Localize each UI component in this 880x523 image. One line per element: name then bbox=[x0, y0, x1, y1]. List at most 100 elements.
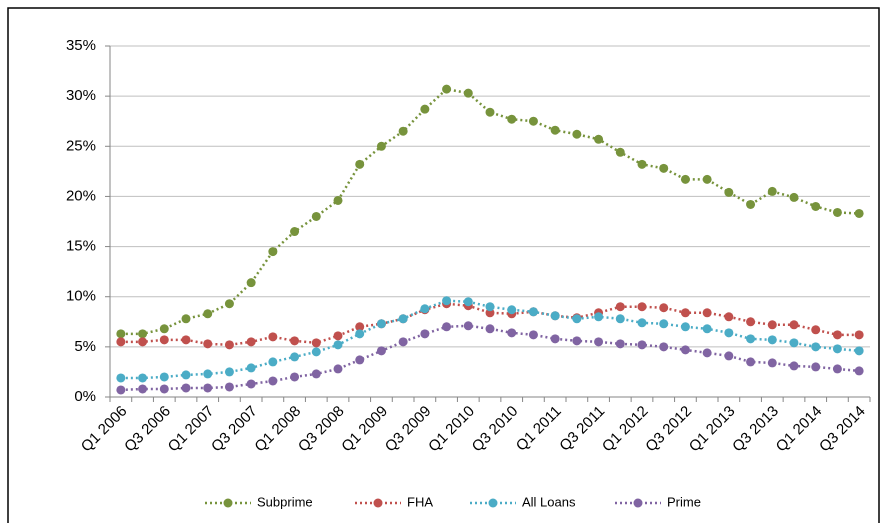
y-tick-label: 20% bbox=[66, 187, 96, 204]
data-point bbox=[854, 330, 864, 340]
data-point bbox=[767, 358, 777, 368]
data-point bbox=[702, 348, 712, 358]
y-tick-label: 25% bbox=[66, 137, 96, 154]
data-point bbox=[528, 330, 538, 340]
data-point bbox=[355, 322, 365, 332]
data-point bbox=[832, 344, 842, 354]
data-point bbox=[376, 141, 386, 151]
data-point bbox=[311, 211, 321, 221]
data-point bbox=[159, 335, 169, 345]
data-point bbox=[507, 114, 517, 124]
legend-marker bbox=[373, 498, 383, 508]
data-point bbox=[811, 362, 821, 372]
data-point bbox=[789, 361, 799, 371]
series-line bbox=[120, 299, 860, 380]
data-point bbox=[463, 297, 473, 307]
data-point bbox=[528, 116, 538, 126]
data-point bbox=[594, 134, 604, 144]
data-point bbox=[224, 367, 234, 377]
data-point bbox=[159, 372, 169, 382]
data-point bbox=[203, 339, 213, 349]
data-point bbox=[181, 335, 191, 345]
data-point bbox=[246, 337, 256, 347]
data-point bbox=[290, 227, 300, 237]
data-point bbox=[311, 338, 321, 348]
legend-label: FHA bbox=[407, 494, 433, 509]
legend-label: Subprime bbox=[257, 494, 313, 509]
data-point bbox=[203, 369, 213, 379]
data-point bbox=[724, 351, 734, 361]
data-point bbox=[789, 192, 799, 202]
data-point bbox=[572, 314, 582, 324]
data-point bbox=[637, 318, 647, 328]
data-point bbox=[138, 384, 148, 394]
data-point bbox=[637, 340, 647, 350]
data-point bbox=[116, 329, 126, 339]
data-point bbox=[659, 303, 669, 313]
data-point bbox=[376, 346, 386, 356]
data-point bbox=[637, 302, 647, 312]
data-point bbox=[442, 296, 452, 306]
data-point bbox=[702, 324, 712, 334]
data-point bbox=[398, 126, 408, 136]
data-point bbox=[811, 342, 821, 352]
data-point bbox=[463, 88, 473, 98]
data-point bbox=[615, 314, 625, 324]
data-point bbox=[420, 104, 430, 114]
data-point bbox=[398, 314, 408, 324]
data-point bbox=[268, 247, 278, 257]
legend-label: All Loans bbox=[522, 494, 576, 509]
data-point bbox=[420, 329, 430, 339]
data-point bbox=[333, 331, 343, 341]
data-point bbox=[246, 278, 256, 288]
data-point bbox=[854, 346, 864, 356]
data-point bbox=[181, 370, 191, 380]
data-point bbox=[724, 187, 734, 197]
data-point bbox=[789, 320, 799, 330]
data-point bbox=[181, 314, 191, 324]
data-point bbox=[311, 369, 321, 379]
data-point bbox=[789, 338, 799, 348]
data-point bbox=[463, 321, 473, 331]
data-point bbox=[116, 373, 126, 383]
data-point bbox=[268, 376, 278, 386]
data-point bbox=[746, 317, 756, 327]
data-point bbox=[485, 107, 495, 117]
data-point bbox=[550, 311, 560, 321]
data-point bbox=[333, 340, 343, 350]
data-point bbox=[659, 342, 669, 352]
data-point bbox=[550, 334, 560, 344]
data-point bbox=[572, 129, 582, 139]
data-point bbox=[659, 319, 669, 329]
data-point bbox=[181, 383, 191, 393]
y-tick-label: 35% bbox=[66, 37, 96, 54]
data-point bbox=[398, 337, 408, 347]
data-point bbox=[811, 325, 821, 335]
data-point bbox=[680, 345, 690, 355]
data-point bbox=[246, 363, 256, 373]
data-point bbox=[116, 337, 126, 347]
data-point bbox=[311, 347, 321, 357]
data-point bbox=[290, 372, 300, 382]
data-point bbox=[138, 329, 148, 339]
data-point bbox=[203, 383, 213, 393]
data-point bbox=[224, 299, 234, 309]
data-point bbox=[832, 207, 842, 217]
y-tick-label: 0% bbox=[74, 388, 96, 405]
data-point bbox=[138, 337, 148, 347]
data-point bbox=[811, 201, 821, 211]
data-point bbox=[442, 84, 452, 94]
chart-frame bbox=[7, 7, 880, 523]
data-point bbox=[485, 324, 495, 334]
y-tick-label: 15% bbox=[66, 238, 96, 255]
data-point bbox=[138, 373, 148, 383]
legend-marker bbox=[633, 498, 643, 508]
data-point bbox=[724, 328, 734, 338]
data-point bbox=[680, 322, 690, 332]
data-point bbox=[746, 334, 756, 344]
data-point bbox=[333, 364, 343, 374]
data-point bbox=[767, 335, 777, 345]
data-point bbox=[615, 302, 625, 312]
data-point bbox=[659, 163, 669, 173]
data-point bbox=[224, 340, 234, 350]
